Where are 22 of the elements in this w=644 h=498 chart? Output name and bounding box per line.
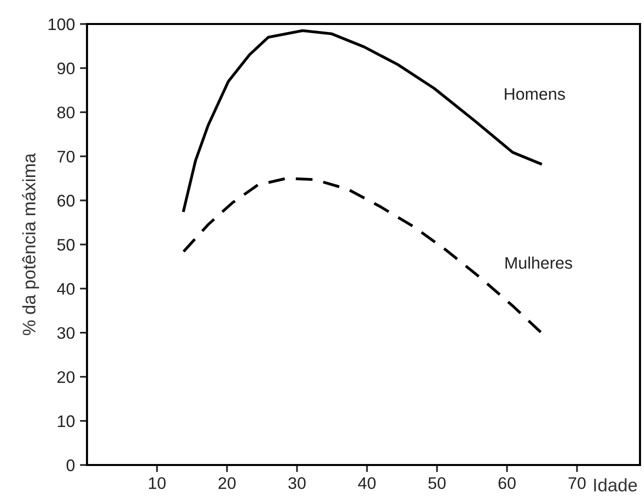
x-tick-label: 50 <box>428 477 446 490</box>
y-tick-label: 60 <box>58 194 75 207</box>
y-tick-label: 90 <box>57 62 75 74</box>
series-label: Mulheres <box>506 256 572 269</box>
y-tick-label: 20 <box>57 371 75 384</box>
x-tick-label: 10 <box>149 477 166 490</box>
y-tick-label: 10 <box>58 415 75 428</box>
y-axis-title: % da potência máxima <box>22 153 40 336</box>
x-tick-label: 70 <box>568 477 586 490</box>
y-tick-label: 0 <box>66 459 75 472</box>
text: Homens <box>504 88 565 100</box>
x-tick-label: 20 <box>218 477 236 490</box>
x-tick-label: 30 <box>288 477 306 490</box>
y-tick-label: 30 <box>57 327 75 339</box>
y-tick-label: 80 <box>57 106 75 118</box>
y-tick-label: 70 <box>58 150 75 163</box>
x-tick-label: 40 <box>358 477 376 490</box>
y-tick-label: 40 <box>57 283 75 295</box>
y-tick-label: 50 <box>57 238 75 251</box>
y-tick-label: 100 <box>48 18 75 30</box>
x-tick-label: 60 <box>498 477 516 490</box>
x-axis-title: Idade <box>594 478 637 492</box>
